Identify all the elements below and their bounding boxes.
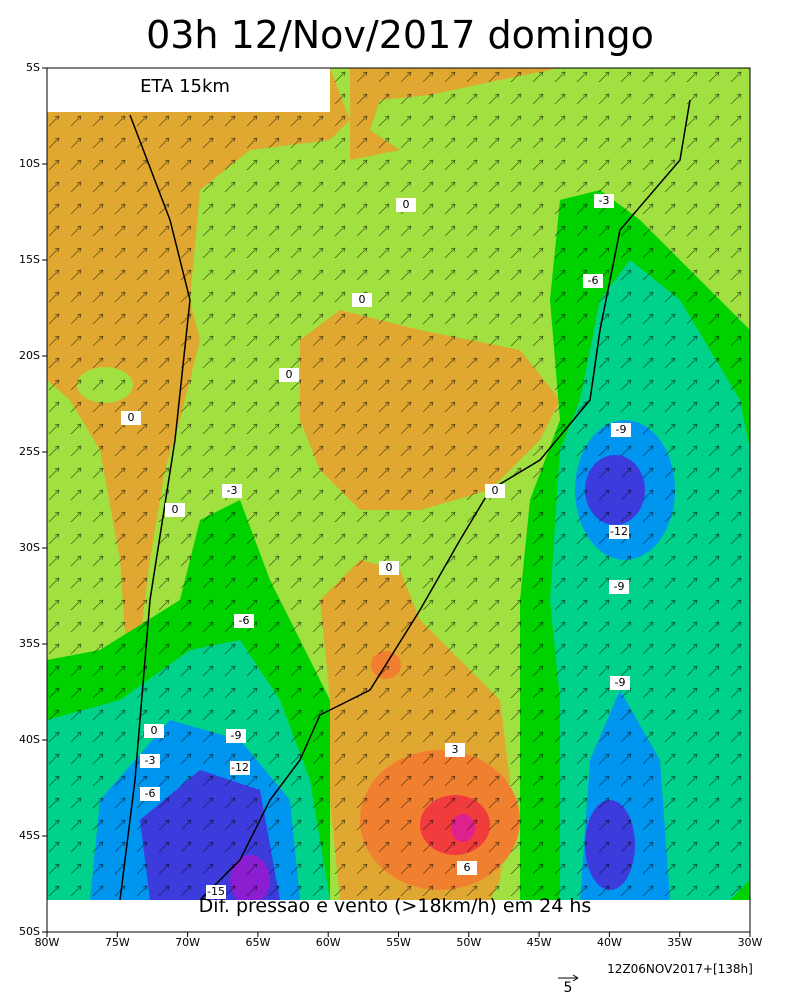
contour-label: -15 — [207, 885, 225, 898]
lat-label: 30S — [19, 541, 40, 554]
lat-label: 5S — [26, 61, 40, 74]
lon-label: 50W — [456, 936, 481, 949]
contour-label-bg — [594, 194, 614, 208]
contour-label: -9 — [616, 423, 627, 436]
contour-label: 0 — [403, 198, 410, 211]
contour-label-bg — [206, 885, 226, 899]
field — [47, 68, 750, 932]
contour-label-bg — [609, 525, 629, 539]
contour-label-bg — [165, 503, 185, 517]
contour-label-bg — [279, 368, 299, 382]
contour-label: 0 — [359, 293, 366, 306]
lon-label: 30W — [738, 936, 763, 949]
contour-label: -12 — [610, 525, 628, 538]
contour-label-bg — [234, 614, 254, 628]
contour-label: -3 — [227, 484, 238, 497]
contour-label-bg — [144, 724, 164, 738]
contour-label: -9 — [615, 676, 626, 689]
lon-label: 40W — [597, 936, 622, 949]
contour-label-bg — [352, 293, 372, 307]
contour-label-bg — [445, 743, 465, 757]
contour-label: 6 — [464, 861, 471, 874]
contour-label-bg — [609, 580, 629, 594]
contour-label: -9 — [231, 729, 242, 742]
contour-label: -12 — [231, 761, 249, 774]
contour-label: 0 — [172, 503, 179, 516]
contour-label-bg — [121, 411, 141, 425]
title: 03h 12/Nov/2017 domingo — [146, 13, 654, 57]
lon-label: 70W — [175, 936, 200, 949]
lon-label: 80W — [35, 936, 60, 949]
contour-label: 3 — [452, 743, 459, 756]
vector-arrow — [558, 974, 579, 982]
contour-label-bg — [140, 754, 160, 768]
lat-label: 45S — [19, 829, 40, 842]
contour-label-bg — [140, 787, 160, 801]
lat-label: 40S — [19, 733, 40, 746]
contour-label-bg — [226, 729, 246, 743]
lon-label: 75W — [105, 936, 130, 949]
contour-label: -3 — [599, 194, 610, 207]
run-label: 12Z06NOV2017+[138h] — [607, 962, 753, 976]
model-label: ETA 15km — [140, 76, 230, 97]
lat-label: 10S — [19, 157, 40, 170]
contour-label-bg — [583, 274, 603, 288]
contour-label: -6 — [239, 614, 250, 627]
contour-label: -3 — [145, 754, 156, 767]
contour-label: -6 — [588, 274, 599, 287]
contour-label-bg — [379, 561, 399, 575]
contour-label: 0 — [151, 724, 158, 737]
lon-label: 60W — [316, 936, 341, 949]
contour-label-bg — [396, 198, 416, 212]
lat-label: 35S — [19, 637, 40, 650]
lat-label: 20S — [19, 349, 40, 362]
contour-label-bg — [230, 761, 250, 775]
lat-label: 25S — [19, 445, 40, 458]
lon-label: 45W — [527, 936, 552, 949]
lat-label: 50S — [19, 925, 40, 938]
contour-label-bg — [485, 484, 505, 498]
vector-scale: 5 — [564, 980, 573, 996]
lon-label: 35W — [667, 936, 692, 949]
contour-label-bg — [611, 423, 631, 437]
caption: Dif. pressao e vento (>18km/h) em 24 hs — [199, 895, 592, 917]
contour-label: 0 — [492, 484, 499, 497]
contour-label: 0 — [286, 368, 293, 381]
contour-label: -9 — [614, 580, 625, 593]
lon-label: 55W — [386, 936, 411, 949]
contour-label-bg — [222, 484, 242, 498]
contour-label: 0 — [128, 411, 135, 424]
contour-label-bg — [457, 861, 477, 875]
contour-label: -6 — [145, 787, 156, 800]
contour-label-bg — [610, 676, 630, 690]
lat-label: 15S — [19, 253, 40, 266]
lon-label: 65W — [245, 936, 270, 949]
contour-label: 0 — [386, 561, 393, 574]
